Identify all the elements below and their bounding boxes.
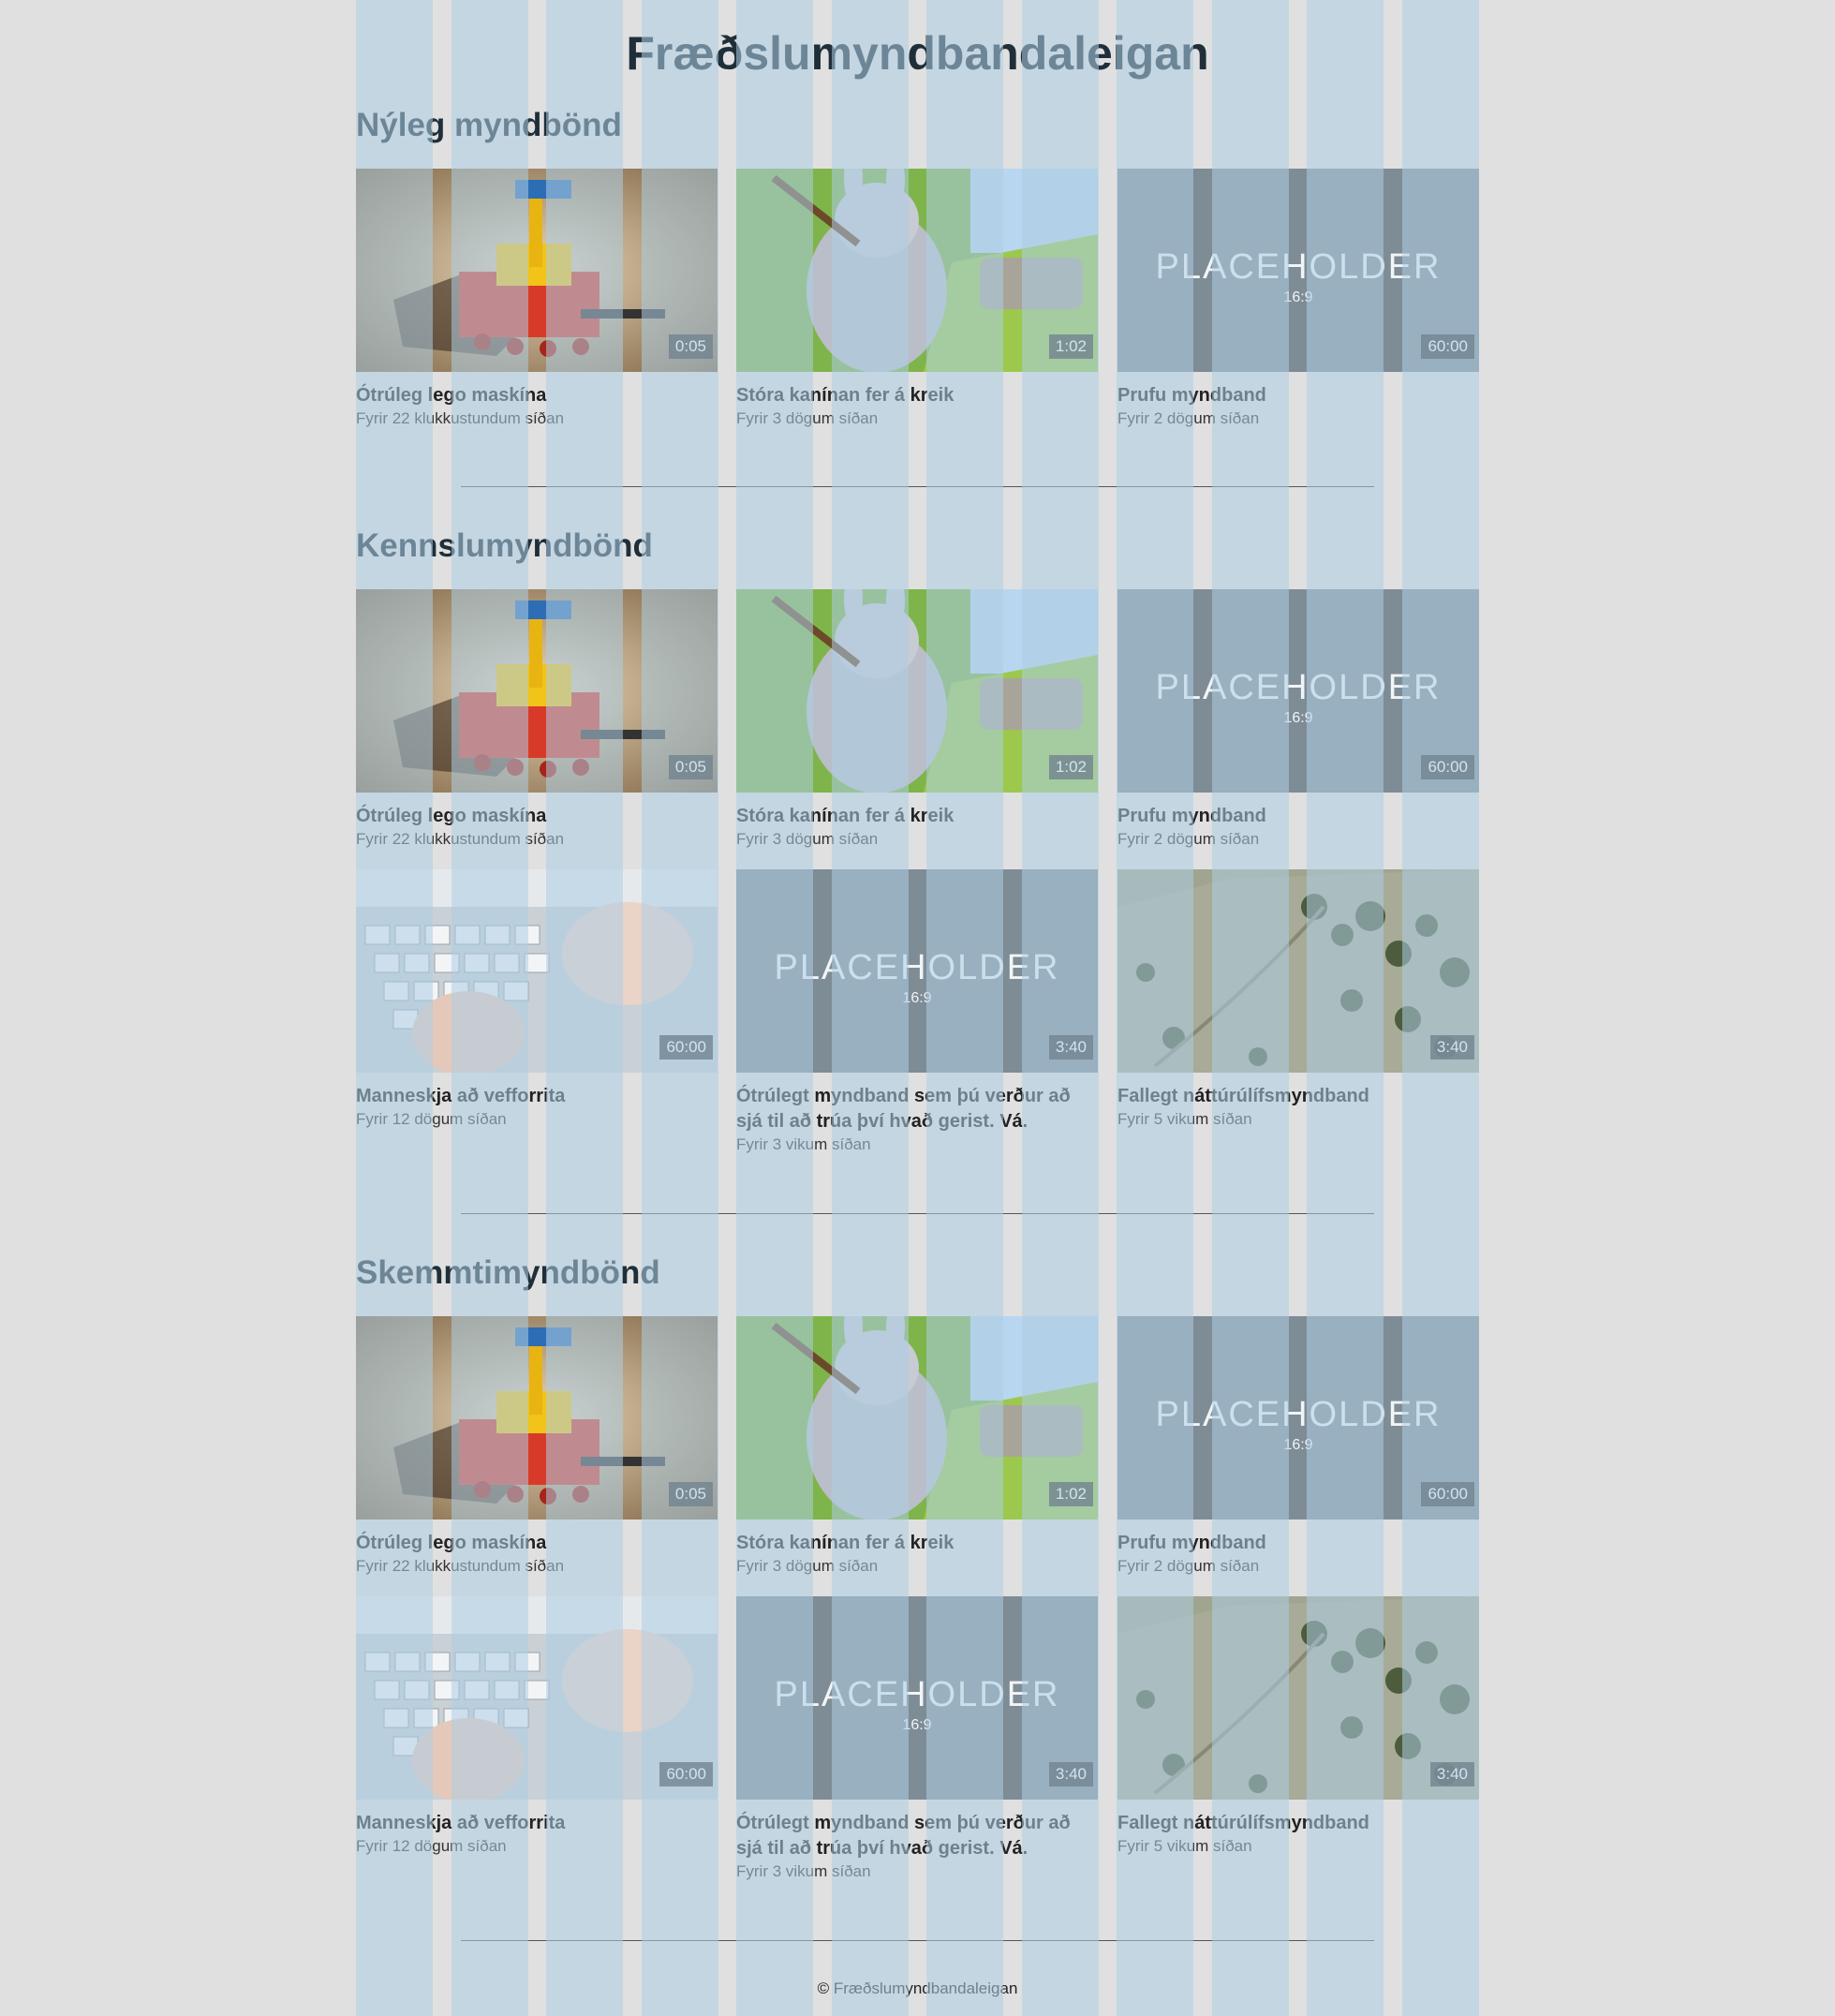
video-upload-time: Fyrir 12 dögum síðan	[356, 1110, 507, 1128]
video-upload-time: Fyrir 2 dögum síðan	[1117, 409, 1260, 427]
video-duration: 0:05	[668, 1482, 713, 1506]
video-title[interactable]: Ótrúlegt myndband sem þú verður að sjá t…	[736, 1813, 1071, 1859]
video-title[interactable]: Stóra kanínan fer á kreik	[736, 806, 954, 826]
video-thumbnail[interactable]: 3:40	[1117, 869, 1479, 1073]
section-divider	[461, 486, 1374, 487]
video-thumbnail[interactable]: PLACEHOLDER 16:9 3:40	[736, 1596, 1098, 1800]
video-card[interactable]: PLACEHOLDER 16:9 3:40 Ótrúlegt myndband sem…	[736, 1596, 1098, 1881]
video-thumbnail[interactable]: 0:05	[356, 169, 718, 372]
video-thumbnail[interactable]: 60:00	[356, 869, 718, 1073]
video-duration: 0:05	[668, 755, 713, 779]
video-duration: 0:05	[668, 334, 713, 359]
video-card[interactable]: 3:40 Fallegt náttúrúlífsmyndband Fyrir 5 v…	[1117, 1596, 1479, 1856]
video-upload-time: Fyrir 3 vikum síðan	[736, 1135, 871, 1153]
video-thumbnail[interactable]: PLACEHOLDER 16:9 60:00	[1117, 169, 1479, 372]
video-upload-time: Fyrir 2 dögum síðan	[1117, 1557, 1260, 1575]
video-card[interactable]: 0:05 Ótrúleg lego maskína Fyrir 22 klukkus…	[356, 169, 718, 428]
video-upload-time: Fyrir 3 dögum síðan	[736, 830, 879, 848]
placeholder-ratio: 16:9	[1283, 1437, 1313, 1453]
footer: © Fræðslumyndbandaleigan	[817, 1979, 1018, 1997]
video-title[interactable]: Fallegt náttúrúlífsmyndband	[1117, 1813, 1369, 1833]
section-title-entertainment: Skemmtimyndbönd	[356, 1254, 660, 1291]
video-title[interactable]: Stóra kanínan fer á kreik	[736, 385, 954, 406]
video-duration: 60:00	[659, 1762, 713, 1786]
placeholder-label: PLACEHOLDER	[1155, 668, 1442, 707]
placeholder-label: PLACEHOLDER	[1155, 247, 1442, 287]
video-card[interactable]: PLACEHOLDER 16:9 60:00 Prufu myndband Fyrir …	[1117, 169, 1479, 428]
video-upload-time: Fyrir 22 klukkustundum síðan	[356, 830, 565, 848]
video-duration: 3:40	[1048, 1762, 1093, 1786]
video-title[interactable]: Manneskja að vefforrita	[356, 1086, 566, 1106]
video-card[interactable]: PLACEHOLDER 16:9 60:00 Prufu myndband Fyrir …	[1117, 589, 1479, 849]
video-duration: 1:02	[1048, 1482, 1093, 1506]
video-title[interactable]: Ótrúlegt myndband sem þú verður að sjá t…	[736, 1086, 1071, 1132]
video-duration: 3:40	[1429, 1762, 1474, 1786]
video-upload-time: Fyrir 5 vikum síðan	[1117, 1110, 1252, 1128]
video-duration: 3:40	[1429, 1035, 1474, 1060]
video-card[interactable]: 3:40 Fallegt náttúrúlífsmyndband Fyrir 5 v…	[1117, 869, 1479, 1129]
page: Fræðslumyndbandaleigan Nýleg myndbönd 0:…	[356, 0, 1479, 2016]
video-title[interactable]: Prufu myndband	[1117, 1533, 1266, 1553]
video-duration: 3:40	[1048, 1035, 1093, 1060]
section-title-tutorials: Kennslumyndbönd	[356, 527, 653, 564]
video-title[interactable]: Stóra kanínan fer á kreik	[736, 1533, 954, 1553]
video-upload-time: Fyrir 3 dögum síðan	[736, 409, 879, 427]
video-title[interactable]: Ótrúleg lego maskína	[356, 385, 547, 406]
video-thumbnail[interactable]: PLACEHOLDER 16:9 60:00	[1117, 1316, 1479, 1519]
placeholder-label: PLACEHOLDER	[1155, 1395, 1442, 1434]
section-divider	[461, 1940, 1374, 1941]
video-thumbnail[interactable]: 1:02	[736, 1316, 1098, 1519]
video-thumbnail[interactable]: PLACEHOLDER 16:9 60:00	[1117, 589, 1479, 793]
video-upload-time: Fyrir 12 dögum síðan	[356, 1837, 507, 1855]
video-duration: 60:00	[1421, 755, 1474, 779]
section-title-recent: Nýleg myndbönd	[356, 107, 622, 143]
video-card[interactable]: 1:02 Stóra kanínan fer á kreik Fyrir 3 dög…	[736, 589, 1098, 849]
video-upload-time: Fyrir 22 klukkustundum síðan	[356, 1557, 565, 1575]
video-thumbnail[interactable]: 0:05	[356, 1316, 718, 1519]
site-title: Fræðslumyndbandaleigan	[626, 27, 1209, 80]
video-upload-time: Fyrir 3 dögum síðan	[736, 1557, 879, 1575]
placeholder-ratio: 16:9	[1283, 289, 1313, 305]
video-title[interactable]: Manneskja að vefforrita	[356, 1813, 566, 1833]
video-title[interactable]: Fallegt náttúrúlífsmyndband	[1117, 1086, 1369, 1106]
video-card[interactable]: 1:02 Stóra kanínan fer á kreik Fyrir 3 dög…	[736, 169, 1098, 428]
placeholder-ratio: 16:9	[902, 990, 932, 1006]
video-thumbnail[interactable]: PLACEHOLDER 16:9 3:40	[736, 869, 1098, 1073]
video-card[interactable]: 0:05 Ótrúleg lego maskína Fyrir 22 klukkus…	[356, 589, 718, 849]
video-duration: 1:02	[1048, 334, 1093, 359]
video-title[interactable]: Ótrúleg lego maskína	[356, 806, 547, 826]
video-duration: 60:00	[1421, 334, 1474, 359]
video-thumbnail[interactable]: 60:00	[356, 1596, 718, 1800]
video-upload-time: Fyrir 5 vikum síðan	[1117, 1837, 1252, 1855]
video-duration: 60:00	[1421, 1482, 1474, 1506]
video-thumbnail[interactable]: 0:05	[356, 589, 718, 793]
video-thumbnail[interactable]: 1:02	[736, 589, 1098, 793]
video-card[interactable]: 60:00 Manneskja að vefforrita Fyrir 12 dög…	[356, 869, 718, 1129]
video-card[interactable]: 0:05 Ótrúleg lego maskína Fyrir 22 klukkus…	[356, 1316, 718, 1576]
video-title[interactable]: Prufu myndband	[1117, 385, 1266, 406]
video-title[interactable]: Prufu myndband	[1117, 806, 1266, 826]
section-divider	[461, 1213, 1374, 1214]
video-title[interactable]: Ótrúleg lego maskína	[356, 1533, 547, 1553]
placeholder-ratio: 16:9	[1283, 710, 1313, 726]
video-duration: 1:02	[1048, 755, 1093, 779]
placeholder-label: PLACEHOLDER	[774, 948, 1060, 987]
video-upload-time: Fyrir 22 klukkustundum síðan	[356, 409, 565, 427]
placeholder-label: PLACEHOLDER	[774, 1675, 1060, 1714]
video-card[interactable]: PLACEHOLDER 16:9 3:40 Ótrúlegt myndband sem…	[736, 869, 1098, 1154]
placeholder-ratio: 16:9	[902, 1717, 932, 1733]
video-card[interactable]: 1:02 Stóra kanínan fer á kreik Fyrir 3 dög…	[736, 1316, 1098, 1576]
video-duration: 60:00	[659, 1035, 713, 1060]
video-thumbnail[interactable]: 1:02	[736, 169, 1098, 372]
video-thumbnail[interactable]: 3:40	[1117, 1596, 1479, 1800]
video-card[interactable]: PLACEHOLDER 16:9 60:00 Prufu myndband Fyrir …	[1117, 1316, 1479, 1576]
video-card[interactable]: 60:00 Manneskja að vefforrita Fyrir 12 dög…	[356, 1596, 718, 1856]
video-upload-time: Fyrir 3 vikum síðan	[736, 1862, 871, 1880]
video-upload-time: Fyrir 2 dögum síðan	[1117, 830, 1260, 848]
